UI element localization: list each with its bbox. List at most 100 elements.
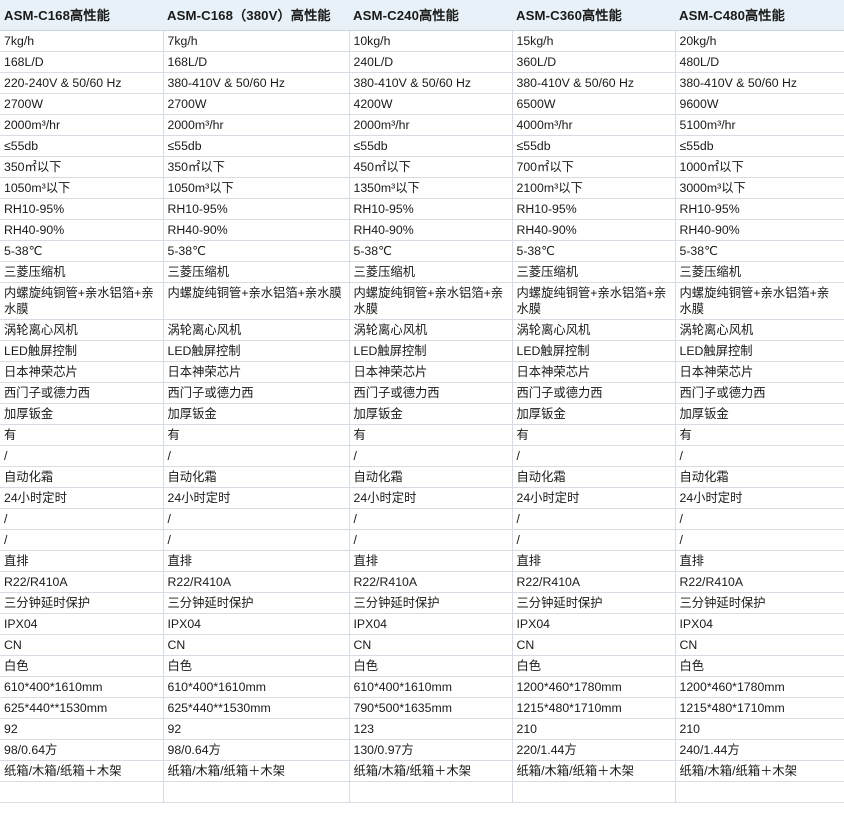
table-cell: 1000㎡以下 bbox=[675, 156, 844, 178]
table-cell: 纸箱/木箱/纸箱＋木架 bbox=[349, 760, 513, 782]
table-cell: 1200*460*1780mm bbox=[512, 676, 676, 698]
table-cell: 610*400*1610mm bbox=[349, 676, 513, 698]
table-cell: 5-38℃ bbox=[512, 240, 676, 262]
table-cell: 700㎡以下 bbox=[512, 156, 676, 178]
table-row bbox=[0, 781, 844, 803]
table-cell: 2700W bbox=[0, 93, 164, 115]
table-cell: 450㎡以下 bbox=[349, 156, 513, 178]
table-cell: 自动化霜 bbox=[0, 466, 164, 488]
table-row: / / / / / bbox=[0, 508, 844, 530]
column-header-asm-c168: ASM-C168高性能 bbox=[0, 0, 163, 31]
table-cell: 三菱压缩机 bbox=[675, 261, 844, 283]
table-cell bbox=[675, 781, 844, 803]
table-cell: 7kg/h bbox=[163, 30, 350, 52]
table-cell: / bbox=[0, 529, 164, 551]
table-cell: / bbox=[349, 508, 513, 530]
table-cell: 130/0.97方 bbox=[349, 739, 513, 761]
table-cell: LED触屏控制 bbox=[0, 340, 164, 362]
table-cell: IPX04 bbox=[512, 613, 676, 635]
table-row: LED触屏控制 LED触屏控制 LED触屏控制 LED触屏控制 LED触屏控制 bbox=[0, 340, 844, 362]
table-cell: ≤55db bbox=[163, 135, 350, 157]
table-row: 涡轮离心风机 涡轮离心风机 涡轮离心风机 涡轮离心风机 涡轮离心风机 bbox=[0, 319, 844, 341]
table-cell: 360L/D bbox=[512, 51, 676, 73]
table-cell: CN bbox=[675, 634, 844, 656]
table-row: 7kg/h 7kg/h 10kg/h 15kg/h 20kg/h bbox=[0, 30, 844, 52]
table-cell: 涡轮离心风机 bbox=[349, 319, 513, 341]
table-cell: CN bbox=[0, 634, 164, 656]
table-cell: 纸箱/木箱/纸箱＋木架 bbox=[512, 760, 676, 782]
table-row: CN CN CN CN CN bbox=[0, 634, 844, 656]
table-cell: 西门子或德力西 bbox=[0, 382, 164, 404]
table-row: 625*440**1530mm 625*440**1530mm 790*500*16… bbox=[0, 697, 844, 719]
table-cell: 纸箱/木箱/纸箱＋木架 bbox=[0, 760, 164, 782]
table-cell: / bbox=[349, 445, 513, 467]
table-cell: 92 bbox=[163, 718, 350, 740]
table-cell: 24小时定时 bbox=[0, 487, 164, 509]
table-cell: LED触屏控制 bbox=[675, 340, 844, 362]
table-cell: 210 bbox=[675, 718, 844, 740]
table-cell: 三菱压缩机 bbox=[163, 261, 350, 283]
table-cell: 涡轮离心风机 bbox=[0, 319, 164, 341]
table-row: 有有有有有 bbox=[0, 424, 844, 446]
table-row: ≤55db ≤55db ≤55db ≤55db ≤55db bbox=[0, 135, 844, 157]
table-row: 92 92 123 210 210 bbox=[0, 718, 844, 740]
table-cell: 5-38℃ bbox=[675, 240, 844, 262]
product-specification-table: ASM-C168高性能 ASM-C168（380V）高性能 ASM-C240高性… bbox=[0, 0, 844, 803]
table-cell: 380-410V & 50/60 Hz bbox=[163, 72, 350, 94]
table-cell: 4200W bbox=[349, 93, 513, 115]
table-cell: 240L/D bbox=[349, 51, 513, 73]
table-cell: 加厚钣金 bbox=[349, 403, 513, 425]
table-cell: RH40-90% bbox=[349, 219, 513, 241]
table-cell: LED触屏控制 bbox=[163, 340, 350, 362]
table-cell: RH40-90% bbox=[163, 219, 350, 241]
table-cell: ≤55db bbox=[512, 135, 676, 157]
table-cell: 白色 bbox=[0, 655, 164, 677]
table-cell: 168L/D bbox=[0, 51, 164, 73]
table-cell: 西门子或德力西 bbox=[163, 382, 350, 404]
column-header-asm-c360: ASM-C360高性能 bbox=[512, 0, 675, 31]
table-cell: 自动化霜 bbox=[163, 466, 350, 488]
table-cell: 日本神荣芯片 bbox=[349, 361, 513, 383]
table-cell: 白色 bbox=[349, 655, 513, 677]
table-cell: / bbox=[675, 508, 844, 530]
table-cell: IPX04 bbox=[349, 613, 513, 635]
table-cell: 西门子或德力西 bbox=[675, 382, 844, 404]
table-cell: RH40-90% bbox=[0, 219, 164, 241]
table-cell: 240/1.44方 bbox=[675, 739, 844, 761]
table-cell: 直排 bbox=[163, 550, 350, 572]
table-cell: 380-410V & 50/60 Hz bbox=[675, 72, 844, 94]
table-header-row: ASM-C168高性能 ASM-C168（380V）高性能 ASM-C240高性… bbox=[0, 0, 844, 31]
table-cell: 纸箱/木箱/纸箱＋木架 bbox=[675, 760, 844, 782]
table-row: 内螺旋纯铜管+亲水铝箔+亲水膜 内螺旋纯铜管+亲水铝箔+亲水膜 内螺旋纯铜管+亲水铝… bbox=[0, 282, 844, 320]
table-cell: / bbox=[349, 529, 513, 551]
table-row: IPX04 IPX04 IPX04 IPX04 IPX04 bbox=[0, 613, 844, 635]
table-cell: 有 bbox=[512, 424, 676, 446]
table-cell bbox=[349, 781, 513, 803]
table-cell: 直排 bbox=[512, 550, 676, 572]
table-header: ASM-C168高性能 ASM-C168（380V）高性能 ASM-C240高性… bbox=[0, 0, 844, 31]
table-cell: 加厚钣金 bbox=[512, 403, 676, 425]
table-cell: 350㎡以下 bbox=[0, 156, 164, 178]
table-cell: 2000m³/hr bbox=[0, 114, 164, 136]
table-cell: 1200*460*1780mm bbox=[675, 676, 844, 698]
table-cell: / bbox=[675, 529, 844, 551]
table-cell: 三分钟延时保护 bbox=[675, 592, 844, 614]
table-cell: 92 bbox=[0, 718, 164, 740]
table-cell: 西门子或德力西 bbox=[512, 382, 676, 404]
table-cell bbox=[512, 781, 676, 803]
table-cell: 有 bbox=[675, 424, 844, 446]
table-cell bbox=[163, 781, 350, 803]
table-cell: 220/1.44方 bbox=[512, 739, 676, 761]
table-cell: 480L/D bbox=[675, 51, 844, 73]
table-cell: CN bbox=[163, 634, 350, 656]
table-cell: / bbox=[163, 508, 350, 530]
table-row: 西门子或德力西 西门子或德力西 西门子或德力西 西门子或德力西 西门子或德力西 bbox=[0, 382, 844, 404]
table-cell: RH40-90% bbox=[675, 219, 844, 241]
table-cell: IPX04 bbox=[0, 613, 164, 635]
table-row: 610*400*1610mm 610*400*1610mm 610*400*1610… bbox=[0, 676, 844, 698]
table-row: 5-38℃ 5-38℃ 5-38℃ 5-38℃ 5-38℃ bbox=[0, 240, 844, 262]
table-cell: 有 bbox=[0, 424, 164, 446]
table-cell: RH10-95% bbox=[163, 198, 350, 220]
table-cell: 2000m³/hr bbox=[163, 114, 350, 136]
table-cell: 自动化霜 bbox=[675, 466, 844, 488]
